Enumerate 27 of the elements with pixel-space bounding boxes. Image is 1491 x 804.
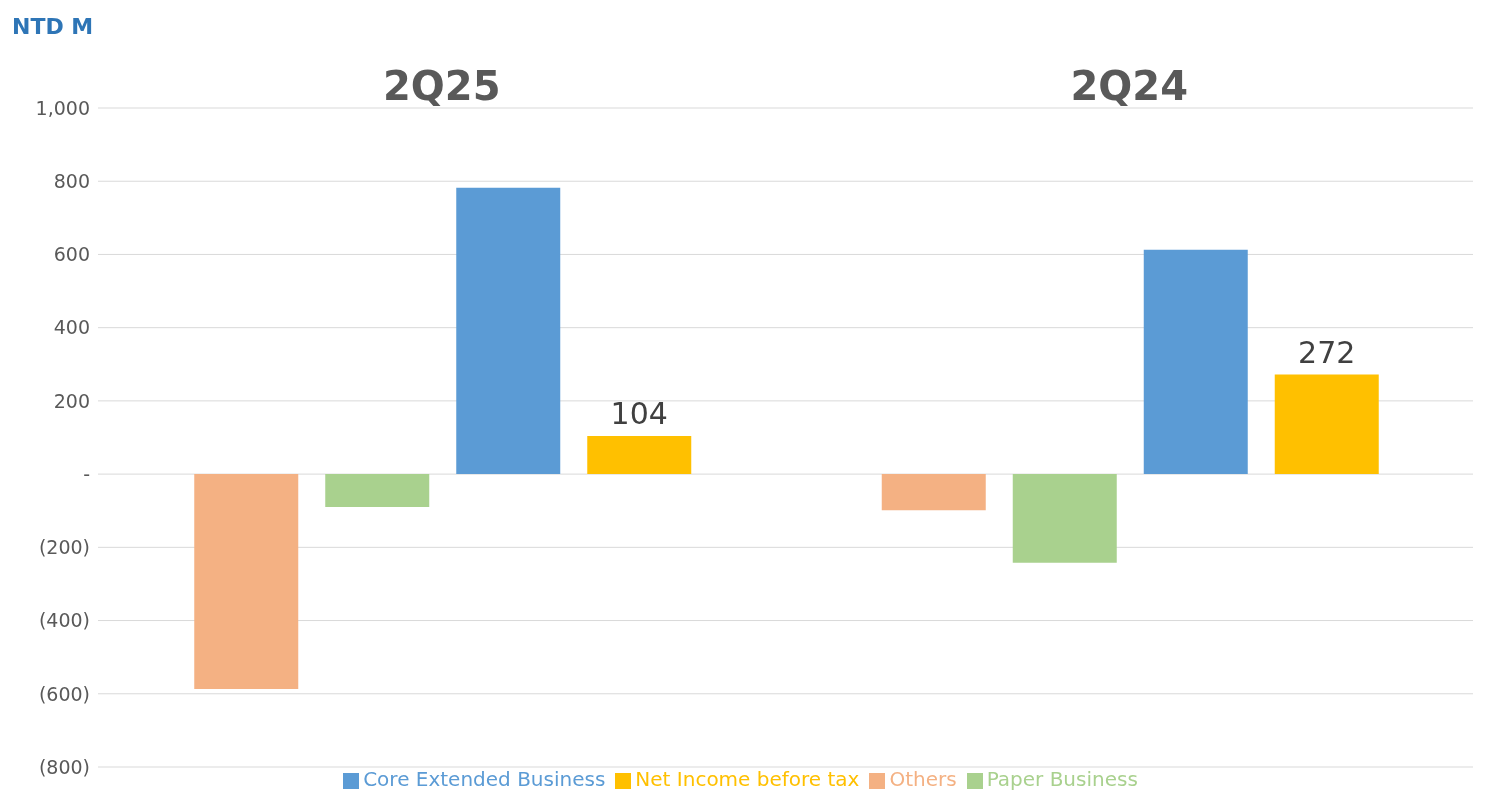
bar bbox=[587, 436, 692, 475]
bar bbox=[325, 474, 430, 508]
y-tick-label: (600) bbox=[38, 682, 90, 705]
bar bbox=[194, 474, 299, 690]
x-tick-label: 2Q25 bbox=[383, 63, 501, 109]
y-tick-label: (800) bbox=[38, 755, 90, 778]
bar bbox=[1012, 474, 1117, 563]
y-tick-label: 800 bbox=[53, 169, 90, 192]
y-axis-title: NTD M bbox=[12, 14, 94, 39]
y-tick-label: 1,000 bbox=[35, 96, 90, 119]
bar bbox=[1143, 249, 1248, 475]
bar bbox=[881, 474, 986, 511]
data-label: 104 bbox=[610, 396, 668, 432]
bar bbox=[456, 187, 561, 475]
legend-label: Core Extended Business bbox=[363, 767, 606, 791]
y-tick-label: 600 bbox=[53, 243, 90, 266]
y-tick-label: (400) bbox=[38, 609, 90, 632]
y-tick-label: - bbox=[83, 462, 90, 485]
legend-label: Net Income before tax bbox=[635, 767, 860, 791]
legend-label: Paper Business bbox=[986, 767, 1138, 791]
legend-label: Others bbox=[889, 767, 957, 791]
y-tick-label: (200) bbox=[38, 536, 90, 559]
x-tick-label: 2Q24 bbox=[1070, 63, 1188, 109]
data-label: 272 bbox=[1298, 334, 1356, 370]
bar bbox=[1274, 374, 1379, 475]
y-tick-label: 400 bbox=[53, 316, 90, 339]
y-tick-label: 200 bbox=[53, 389, 90, 412]
